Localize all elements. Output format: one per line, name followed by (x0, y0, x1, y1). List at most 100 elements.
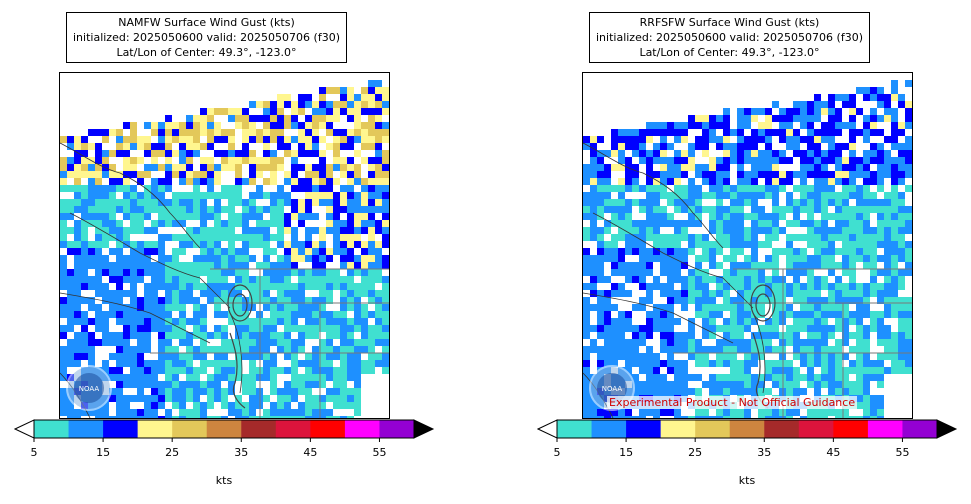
gust-cell (277, 269, 284, 276)
gust-cell (319, 311, 326, 318)
gust-cell (856, 220, 863, 227)
gust-cell (333, 374, 340, 381)
gust-cell (151, 150, 158, 157)
gust-cell (249, 416, 256, 418)
gust-cell (74, 157, 81, 164)
gust-cell (835, 409, 842, 416)
gust-cell (319, 402, 326, 409)
gust-cell (828, 94, 835, 101)
gust-cell (765, 297, 772, 304)
gust-cell (144, 262, 151, 269)
gust-cell (305, 255, 312, 262)
gust-cell (807, 374, 814, 381)
gust-cell (312, 311, 319, 318)
gust-cell (667, 220, 674, 227)
gust-cell (382, 339, 389, 346)
gust-cell (284, 227, 291, 234)
gust-cell (277, 136, 284, 143)
gust-cell (333, 143, 340, 150)
gust-cell (905, 164, 912, 171)
gust-cell (270, 248, 277, 255)
gust-cell (800, 115, 807, 122)
gust-cell (382, 185, 389, 192)
gust-cell (67, 164, 74, 171)
gust-cell (102, 192, 109, 199)
gust-cell (653, 227, 660, 234)
gust-cell (856, 192, 863, 199)
gust-cell (326, 367, 333, 374)
gust-cell (842, 283, 849, 290)
gust-cell (639, 220, 646, 227)
gust-cell (249, 290, 256, 297)
gust-cell (137, 143, 144, 150)
gust-cell (660, 122, 667, 129)
gust-cell (688, 276, 695, 283)
gust-cell (814, 129, 821, 136)
gust-cell (81, 164, 88, 171)
gust-cell (277, 332, 284, 339)
gust-cell (611, 346, 618, 353)
gust-cell (354, 262, 361, 269)
gust-cell (284, 269, 291, 276)
gust-cell (361, 290, 368, 297)
gust-cell (835, 171, 842, 178)
gust-cell (877, 178, 884, 185)
gust-cell (305, 192, 312, 199)
gust-cell (835, 381, 842, 388)
gust-cell (88, 276, 95, 283)
gust-cell (382, 108, 389, 115)
gust-cell (298, 283, 305, 290)
gust-cell (151, 227, 158, 234)
gust-cell (74, 409, 81, 416)
gust-cell (870, 325, 877, 332)
gust-cell (744, 388, 751, 395)
gust-cell (228, 206, 235, 213)
gust-cell (256, 171, 263, 178)
gust-cell (723, 409, 730, 416)
gust-cell (214, 255, 221, 262)
gust-cell (207, 360, 214, 367)
gust-cell (807, 136, 814, 143)
gust-cell (298, 185, 305, 192)
gust-cell (604, 241, 611, 248)
gust-cell (849, 94, 856, 101)
gust-cell (298, 388, 305, 395)
gust-cell (298, 409, 305, 416)
gust-cell (730, 367, 737, 374)
gust-cell (604, 311, 611, 318)
gust-cell (898, 269, 905, 276)
gust-cell (884, 353, 891, 360)
gust-cell (667, 241, 674, 248)
gust-cell (583, 297, 590, 304)
gust-cell (214, 388, 221, 395)
gust-cell (828, 241, 835, 248)
gust-cell (821, 171, 828, 178)
gust-cell (793, 283, 800, 290)
gust-cell (375, 143, 382, 150)
colorbar-swatch (591, 420, 627, 438)
gust-cell (249, 304, 256, 311)
gust-cell (877, 360, 884, 367)
gust-cell (207, 129, 214, 136)
gust-cell (590, 276, 597, 283)
gust-cell (249, 150, 256, 157)
gust-cell (312, 248, 319, 255)
gust-cell (632, 339, 639, 346)
gust-cell (263, 129, 270, 136)
gust-cell (284, 402, 291, 409)
gust-cell (179, 283, 186, 290)
gust-cell (688, 115, 695, 122)
gust-cell (298, 108, 305, 115)
gust-cell (821, 206, 828, 213)
gust-cell (130, 395, 137, 402)
gust-cell (597, 353, 604, 360)
gust-cell (305, 101, 312, 108)
gust-cell (291, 101, 298, 108)
gust-cell (870, 248, 877, 255)
gust-cell (632, 185, 639, 192)
gust-cell (597, 346, 604, 353)
gust-cell (583, 248, 590, 255)
gust-cell (821, 164, 828, 171)
gust-cell (74, 318, 81, 325)
gust-cell (151, 304, 158, 311)
